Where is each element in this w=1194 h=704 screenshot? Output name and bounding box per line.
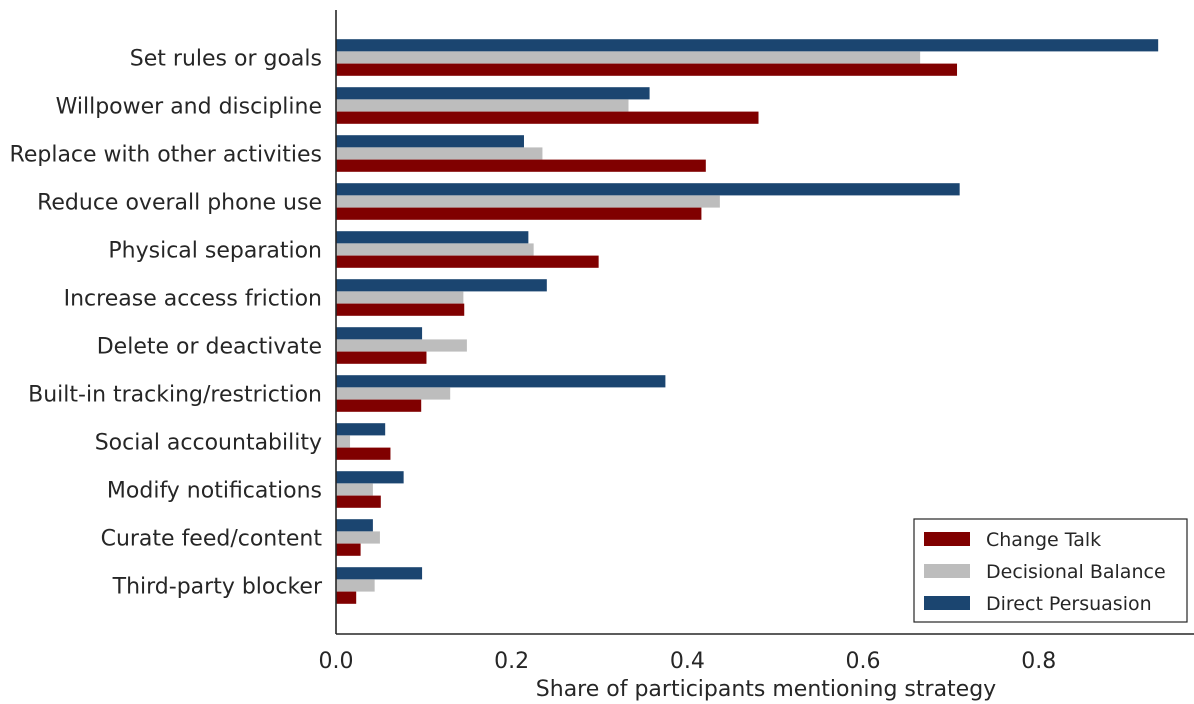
x-tick-label: 0.2	[494, 649, 529, 674]
bar-direct-persuasion-10	[336, 519, 373, 532]
bar-change-talk-4	[336, 255, 599, 268]
x-tick-labels: 0.0 0.2 0.4 0.6 0.8	[319, 649, 1057, 674]
legend-swatch-decisional-balance	[924, 564, 970, 578]
bar-decisional-balance-11	[336, 579, 375, 592]
bar-direct-persuasion-6	[336, 327, 423, 340]
legend-label: Decisional Balance	[986, 561, 1166, 583]
bar-direct-persuasion-7	[336, 375, 666, 388]
bar-decisional-balance-8	[336, 435, 351, 448]
y-tick-label: Physical separation	[108, 239, 322, 264]
bar-change-talk-5	[336, 303, 465, 316]
bars-group	[336, 39, 1159, 604]
bar-decisional-balance-1	[336, 99, 629, 112]
y-tick-labels: Set rules or goals Willpower and discipli…	[10, 47, 323, 600]
x-tick-label: 0.8	[1021, 649, 1056, 674]
y-tick-label: Set rules or goals	[130, 47, 322, 72]
bar-change-talk-1	[336, 111, 759, 124]
bar-decisional-balance-3	[336, 195, 720, 208]
bar-change-talk-0	[336, 63, 958, 76]
y-tick-label: Built-in tracking/restriction	[28, 383, 322, 408]
x-tick-label: 0.4	[670, 649, 705, 674]
y-tick-label: Reduce overall phone use	[37, 191, 322, 216]
bar-change-talk-11	[336, 591, 357, 604]
bar-change-talk-3	[336, 207, 702, 220]
legend-swatch-direct-persuasion	[924, 596, 970, 610]
bar-change-talk-7	[336, 399, 422, 412]
bar-direct-persuasion-8	[336, 423, 386, 436]
legend: Change Talk Decisional Balance Direct Pers…	[913, 518, 1188, 623]
y-tick-label: Curate feed/content	[101, 527, 323, 552]
x-tick-label: 0.0	[319, 649, 354, 674]
bar-direct-persuasion-0	[336, 39, 1159, 52]
y-tick-label: Willpower and discipline	[56, 95, 322, 120]
bar-change-talk-8	[336, 447, 391, 460]
y-tick-label: Social accountability	[95, 431, 322, 456]
legend-label: Direct Persuasion	[986, 593, 1152, 615]
bar-decisional-balance-9	[336, 483, 373, 496]
bar-change-talk-2	[336, 159, 706, 172]
bar-decisional-balance-2	[336, 147, 543, 160]
y-tick-label: Delete or deactivate	[97, 335, 322, 360]
bar-direct-persuasion-1	[336, 87, 650, 100]
bar-direct-persuasion-4	[336, 231, 529, 244]
x-tick-label: 0.6	[846, 649, 881, 674]
bar-direct-persuasion-3	[336, 183, 960, 196]
bar-direct-persuasion-9	[336, 471, 404, 484]
bar-decisional-balance-6	[336, 339, 467, 352]
bar-direct-persuasion-5	[336, 279, 547, 292]
bar-decisional-balance-5	[336, 291, 464, 304]
bar-decisional-balance-7	[336, 387, 451, 400]
bar-decisional-balance-4	[336, 243, 534, 256]
x-axis-label: Share of participants mentioning strateg…	[536, 677, 996, 702]
y-tick-label: Modify notifications	[107, 479, 322, 504]
bar-direct-persuasion-2	[336, 135, 524, 148]
legend-label: Change Talk	[986, 529, 1101, 551]
legend-swatch-change-talk	[924, 532, 970, 546]
bar-decisional-balance-0	[336, 51, 921, 64]
bar-change-talk-9	[336, 495, 381, 508]
y-tick-label: Replace with other activities	[10, 143, 322, 168]
bar-change-talk-10	[336, 543, 361, 556]
y-tick-label: Third-party blocker	[112, 575, 323, 600]
y-tick-label: Increase access friction	[64, 287, 322, 312]
bar-direct-persuasion-11	[336, 567, 423, 580]
bar-change-talk-6	[336, 351, 427, 364]
bar-decisional-balance-10	[336, 531, 380, 544]
